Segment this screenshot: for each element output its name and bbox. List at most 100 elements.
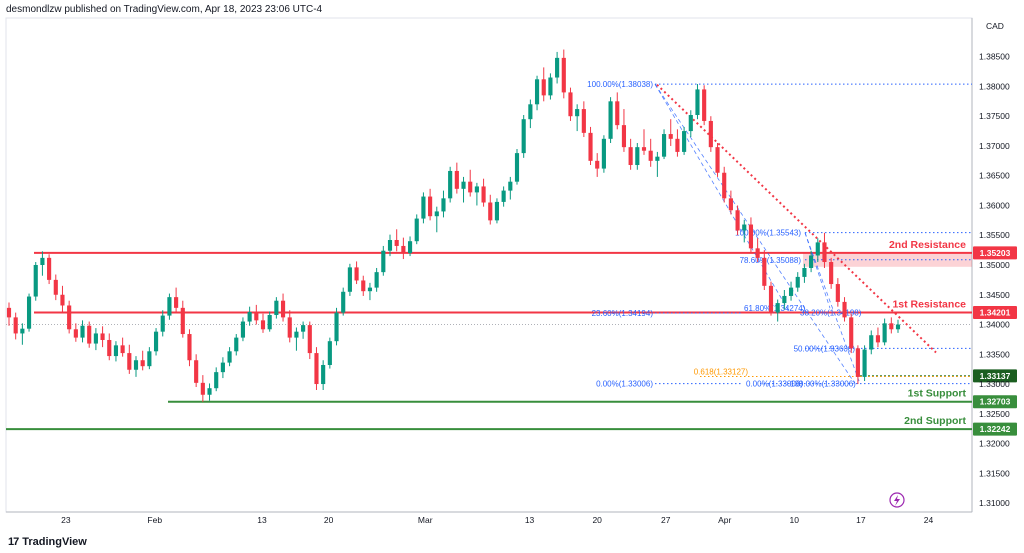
candle-body	[107, 339, 112, 357]
candle-body	[568, 92, 573, 117]
candle-body	[468, 181, 473, 193]
fib-label: 23.60%(1.34194)	[592, 309, 654, 318]
y-tick-label: 1.35500	[979, 230, 1010, 240]
candle-body	[675, 138, 680, 152]
fib-label: 100.00%(1.38038)	[587, 80, 653, 89]
candle-body	[809, 255, 814, 268]
x-tick-label: 20	[592, 515, 602, 525]
y-tick-label: 1.31000	[979, 498, 1010, 508]
candle-body	[280, 300, 286, 318]
y-tick-label: 1.38000	[979, 81, 1010, 91]
candle-body	[13, 317, 18, 334]
candle-body	[822, 242, 827, 263]
fib-diagonal	[804, 232, 861, 384]
candle-body	[641, 147, 647, 151]
candle-body	[214, 372, 219, 389]
candle-body	[133, 360, 139, 370]
candle-body	[381, 250, 386, 273]
candle-body	[561, 57, 566, 93]
candle-body	[735, 210, 740, 231]
price-tag	[973, 395, 1017, 409]
fib-diagonal	[654, 83, 791, 314]
candle-body	[254, 312, 259, 321]
candle-body	[461, 181, 466, 189]
x-tick-label: Mar	[418, 515, 433, 525]
fib-label: 50.00%(1.33600)	[794, 344, 856, 353]
candle-body	[682, 131, 687, 152]
candle-body	[661, 134, 667, 157]
golden-ratio-label: 0.618(1.33127)	[694, 367, 749, 376]
candle-body	[187, 334, 192, 361]
candle-body	[501, 190, 506, 202]
candle-body	[815, 242, 820, 256]
price-tag-text: 1.34201	[980, 308, 1011, 318]
candle-body	[842, 301, 847, 318]
tradingview-brand: TradingView	[22, 536, 87, 548]
x-tick-label: 23	[61, 515, 71, 525]
candle-body	[6, 307, 12, 318]
price-tag	[973, 246, 1017, 260]
y-tick-label: 1.33000	[979, 379, 1010, 389]
fib-label: 38.20%(1.34198)	[800, 309, 862, 318]
y-tick-label: 1.37000	[979, 141, 1010, 151]
x-tick-label: 17	[856, 515, 866, 525]
candle-body	[87, 325, 92, 344]
level-name-label: 2nd Resistance	[889, 239, 966, 251]
price-tag	[973, 306, 1017, 320]
candle-body	[635, 147, 640, 166]
candle-body	[628, 147, 633, 166]
candle-body	[855, 348, 860, 377]
resistance-zone	[803, 252, 972, 267]
fib-label: 100.00%(1.33006)	[790, 380, 856, 389]
candle-body	[541, 79, 546, 96]
candle-body	[768, 285, 774, 313]
candle-body	[73, 329, 78, 338]
candle-body	[93, 333, 98, 344]
candle-body	[414, 218, 419, 242]
candle-body	[608, 101, 613, 139]
tradingview-logo[interactable]: 17 TradingView	[8, 536, 87, 548]
candle-body	[421, 196, 426, 219]
candle-body	[514, 153, 520, 182]
x-tick-label: 27	[661, 515, 671, 525]
time-axis: 23 Feb 13 20 Mar 13 20 27 Apr 10 17 24	[61, 515, 933, 525]
candle-body	[267, 314, 272, 330]
x-tick-label: 24	[924, 515, 934, 525]
y-tick-label: 1.38500	[979, 52, 1010, 62]
candle-body	[441, 198, 446, 212]
candle-body	[374, 272, 379, 288]
candle-body	[454, 170, 459, 189]
y-tick-label: 1.37500	[979, 111, 1010, 121]
price-tag-text: 1.33137	[980, 371, 1011, 381]
candle-body	[448, 170, 453, 199]
candle-body	[307, 325, 312, 354]
candle-body	[715, 147, 720, 173]
flash-icon[interactable]	[889, 492, 905, 508]
candle-body	[407, 241, 413, 254]
candle-body	[702, 89, 707, 121]
fib-diagonal	[804, 232, 831, 309]
candle-body	[314, 353, 319, 385]
fib-label: 0.00%(1.33006)	[746, 380, 803, 389]
candle-body	[728, 198, 733, 211]
candle-body	[60, 294, 65, 306]
candle-body	[895, 324, 901, 330]
candle-body	[354, 267, 359, 281]
candle-body	[67, 305, 72, 330]
candle-body	[140, 360, 145, 367]
x-tick-label: 20	[324, 515, 334, 525]
candle-body	[194, 360, 199, 383]
candle-body	[387, 240, 393, 251]
candle-body	[548, 77, 553, 96]
candle-body	[488, 202, 493, 221]
candle-body	[120, 345, 125, 354]
level-labels: 2nd Resistance 1.35203 1st Resistance 1.342…	[889, 239, 1017, 436]
y-tick-label: 1.31500	[979, 468, 1010, 478]
fib-label: 78.60%(1.35088)	[740, 256, 802, 265]
candle-body	[708, 120, 713, 148]
candle-body	[240, 321, 246, 338]
candle-body	[147, 351, 152, 367]
candle-body	[200, 382, 205, 395]
y-tick-label: 1.36000	[979, 200, 1010, 210]
